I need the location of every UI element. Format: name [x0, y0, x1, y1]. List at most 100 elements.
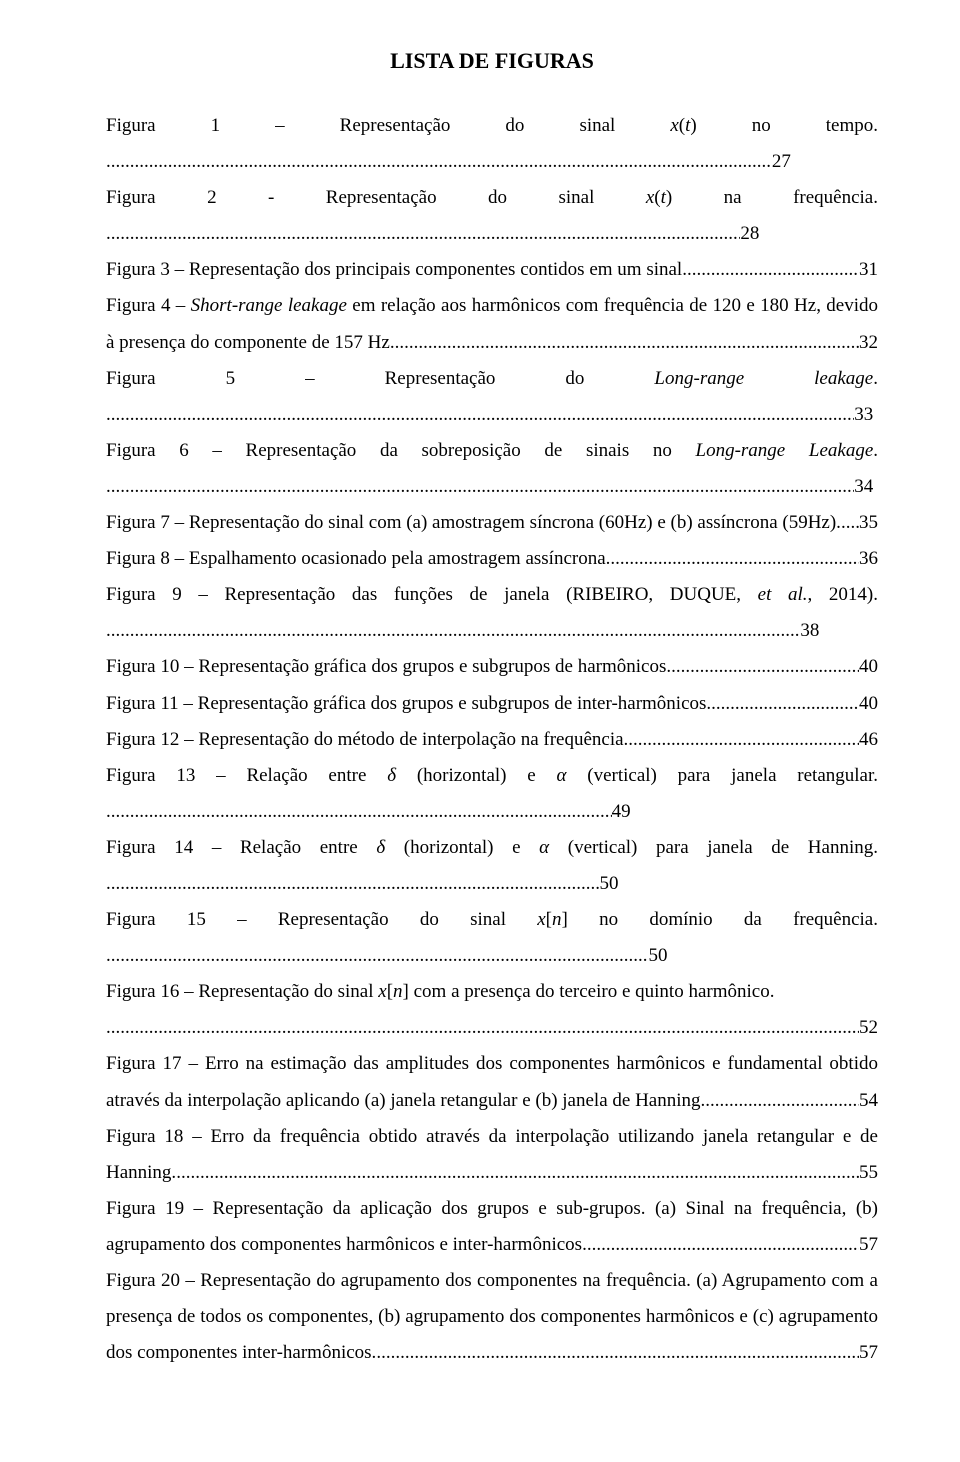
dot-leader-dots: ........................................… — [711, 686, 859, 722]
figure-entry-page: 46 — [859, 722, 878, 758]
dot-leader-dots: ........................................… — [376, 1335, 859, 1371]
dot-leader-dots: ........................................… — [106, 469, 854, 505]
figure-entry-wrap: Figura 3 – Representação dos principais … — [106, 252, 878, 288]
figure-entry-label: Figura 12 – Representação do método de i… — [106, 729, 628, 750]
dot-leader: ........................................… — [106, 794, 631, 830]
figure-entry: Figura 6 – Representação da sobreposição… — [106, 433, 878, 505]
dot-leader: ........................................… — [376, 1335, 878, 1371]
figure-entry-label: Figura 5 – Representação do Long-range l… — [106, 368, 878, 389]
dot-leader: ........................................… — [841, 505, 878, 541]
dot-leader: ........................................… — [106, 1010, 859, 1046]
figure-entry: Figura 14 – Relação entre δ (horizontal)… — [106, 830, 878, 902]
figure-entry-page: 50 — [648, 938, 667, 974]
dot-leader: ........................................… — [671, 649, 878, 685]
dot-leader: ........................................… — [106, 144, 791, 180]
figure-entry-page: 36 — [859, 541, 878, 577]
dot-leader: ........................................… — [106, 613, 819, 649]
figure-entry-wrap: Figura 18 – Erro da frequência obtido at… — [106, 1119, 878, 1191]
figure-entry-page: 57 — [859, 1335, 878, 1371]
figure-entry: Figura 4 – Short-range leakage em relaçã… — [106, 288, 878, 360]
figure-entry-page: 35 — [859, 505, 878, 541]
figure-entry: Figura 1 – Representação do sinal x(t) n… — [106, 108, 878, 180]
figure-entry: Figura 10 – Representação gráfica dos gr… — [106, 649, 878, 685]
dot-leader-dots: ........................................… — [687, 252, 859, 288]
figure-entry-label: Figura 10 – Representação gráfica dos gr… — [106, 656, 671, 677]
dot-leader-dots: ........................................… — [705, 1083, 859, 1119]
figure-entry-label: Figura 1 – Representação do sinal x(t) n… — [106, 115, 878, 136]
dot-leader-dots: ........................................… — [106, 794, 612, 830]
page-title: LISTA DE FIGURAS — [106, 48, 878, 74]
dot-leader: ........................................… — [705, 1083, 878, 1119]
dot-leader: ........................................… — [587, 1227, 878, 1263]
figure-entry-page: 57 — [859, 1227, 878, 1263]
figure-entry-page: 55 — [859, 1155, 878, 1191]
figure-entry-wrap: Figura 13 – Relação entre δ (horizontal)… — [106, 758, 878, 830]
dot-leader-dots: ........................................… — [610, 541, 859, 577]
figure-entry: Figura 15 – Representação do sinal x[n] … — [106, 902, 878, 974]
dot-leader-dots: ........................................… — [841, 505, 859, 541]
figure-entry: Figura 2 - Representação do sinal x(t) n… — [106, 180, 878, 252]
figure-entry-page: 27 — [772, 144, 791, 180]
dot-leader: ........................................… — [106, 866, 618, 902]
figure-list: Figura 1 – Representação do sinal x(t) n… — [106, 108, 878, 1371]
dot-leader-dots: ........................................… — [106, 866, 599, 902]
figure-entry: Figura 13 – Relação entre δ (horizontal)… — [106, 758, 878, 830]
figure-entry: Figura 3 – Representação dos principais … — [106, 252, 878, 288]
dot-leader: ........................................… — [395, 325, 878, 361]
figure-entry-page: 31 — [859, 252, 878, 288]
dot-leader-dots: ........................................… — [106, 613, 800, 649]
figure-entry-wrap: Figura 8 – Espalhamento ocasionado pela … — [106, 541, 878, 577]
dot-leader: ........................................… — [711, 686, 878, 722]
dot-leader: ........................................… — [106, 397, 873, 433]
figure-entry-label: Figura 13 – Relação entre δ (horizontal)… — [106, 765, 878, 786]
dot-leader-dots: ........................................… — [106, 397, 854, 433]
figure-entry: Figura 17 – Erro na estimação das amplit… — [106, 1046, 878, 1118]
dot-leader-dots: ........................................… — [106, 938, 648, 974]
figure-entry-wrap: Figura 10 – Representação gráfica dos gr… — [106, 649, 878, 685]
dot-leader: ........................................… — [610, 541, 878, 577]
figure-entry-page: 49 — [612, 794, 631, 830]
dot-leader-row: ........................................… — [106, 1010, 878, 1046]
figure-entry: Figura 7 – Representação do sinal com (a… — [106, 505, 878, 541]
figure-entry-label: Figura 9 – Representação das funções de … — [106, 584, 878, 605]
dot-leader-dots: ........................................… — [395, 325, 859, 361]
dot-leader-dots: ........................................… — [628, 722, 859, 758]
figure-entry-wrap: Figura 15 – Representação do sinal x[n] … — [106, 902, 878, 974]
figure-entry-wrap: Figura 19 – Representação da aplicação d… — [106, 1191, 878, 1263]
figure-entry-page: 40 — [859, 649, 878, 685]
figure-entry-wrap: Figura 7 – Representação do sinal com (a… — [106, 505, 878, 541]
dot-leader: ........................................… — [176, 1155, 878, 1191]
figure-entry-page: 28 — [740, 216, 759, 252]
figure-entry-label: Figura 14 – Relação entre δ (horizontal)… — [106, 837, 878, 858]
dot-leader: ........................................… — [628, 722, 878, 758]
figure-entry-label: Figura 3 – Representação dos principais … — [106, 259, 687, 280]
dot-leader: ........................................… — [106, 469, 873, 505]
dot-leader-dots: ........................................… — [106, 144, 772, 180]
figure-entry-page: 33 — [854, 397, 873, 433]
dot-leader: ........................................… — [106, 938, 667, 974]
figure-entry-page: 50 — [599, 866, 618, 902]
figure-entry-wrap: Figura 17 – Erro na estimação das amplit… — [106, 1046, 878, 1118]
figure-entry-wrap: Figura 1 – Representação do sinal x(t) n… — [106, 108, 878, 180]
figure-entry-label: Figura 6 – Representação da sobreposição… — [106, 440, 878, 461]
figure-entry-label: Figura 11 – Representação gráfica dos gr… — [106, 693, 711, 714]
figure-entry-page: 54 — [859, 1083, 878, 1119]
figure-entry-label: Figura 8 – Espalhamento ocasionado pela … — [106, 548, 610, 569]
figure-entry: Figura 16 – Representação do sinal x[n] … — [106, 974, 878, 1046]
figure-entry-page: 32 — [859, 325, 878, 361]
figure-entry-wrap: Figura 5 – Representação do Long-range l… — [106, 361, 878, 433]
dot-leader: ........................................… — [687, 252, 878, 288]
figure-entry-label: Figura 15 – Representação do sinal x[n] … — [106, 909, 878, 930]
figure-entry-wrap: Figura 20 – Representação do agrupamento… — [106, 1263, 878, 1371]
figure-entry-wrap: Figura 4 – Short-range leakage em relaçã… — [106, 288, 878, 360]
figure-entry-page: 40 — [859, 686, 878, 722]
figure-entry-page: 34 — [854, 469, 873, 505]
figure-entry: Figura 11 – Representação gráfica dos gr… — [106, 686, 878, 722]
dot-leader-dots: ........................................… — [176, 1155, 859, 1191]
figure-entry-wrap: Figura 11 – Representação gráfica dos gr… — [106, 686, 878, 722]
figure-entry-page: 52 — [859, 1010, 878, 1046]
figure-entry: Figura 5 – Representação do Long-range l… — [106, 361, 878, 433]
figure-entry: Figura 12 – Representação do método de i… — [106, 722, 878, 758]
figure-entry-label: Figura 16 – Representação do sinal x[n] … — [106, 981, 774, 1002]
dot-leader: ........................................… — [106, 216, 759, 252]
